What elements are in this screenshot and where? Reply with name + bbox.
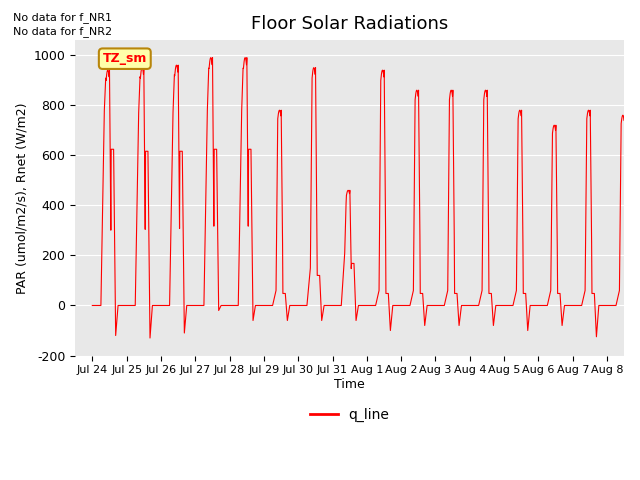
- Y-axis label: PAR (umol/m2/s), Rnet (W/m2): PAR (umol/m2/s), Rnet (W/m2): [15, 102, 28, 294]
- Text: TZ_sm: TZ_sm: [102, 52, 147, 65]
- Legend: q_line: q_line: [304, 402, 395, 428]
- Text: No data for f_NR1: No data for f_NR1: [13, 12, 112, 23]
- X-axis label: Time: Time: [334, 378, 365, 391]
- Text: No data for f_NR2: No data for f_NR2: [13, 26, 112, 37]
- Title: Floor Solar Radiations: Floor Solar Radiations: [251, 15, 449, 33]
